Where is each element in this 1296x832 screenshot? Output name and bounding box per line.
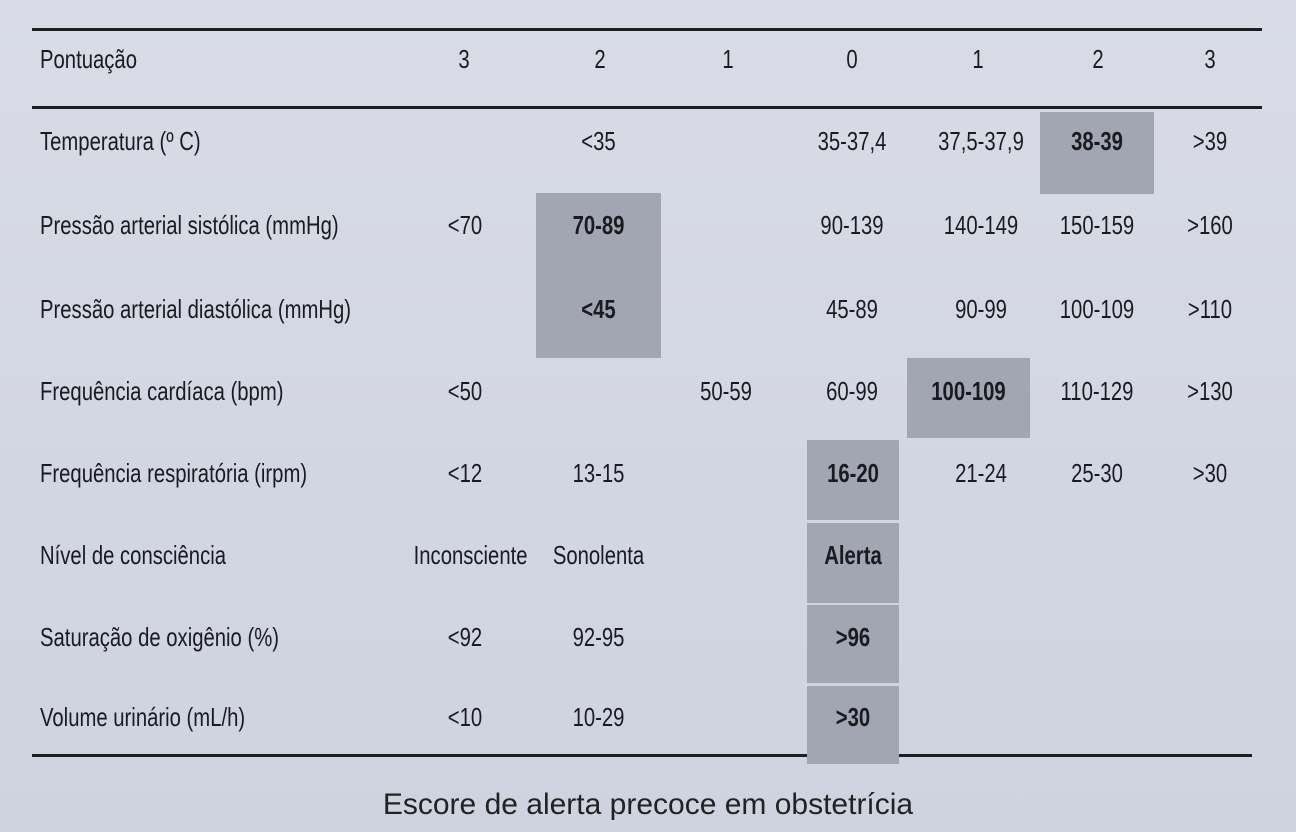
highlight-consciencia — [807, 523, 899, 603]
row-cell: 110-129 — [1060, 376, 1134, 406]
row-param: Temperatura (º C) — [40, 126, 201, 156]
row-cell: 25-30 — [1071, 458, 1123, 488]
row-cell: <12 — [447, 458, 483, 488]
score-header-3-left: 3 — [458, 44, 470, 74]
highlight-pressao-sistolica-diastolica — [536, 193, 661, 358]
row-cell: >30 — [835, 702, 871, 732]
row-cell: 50-59 — [700, 376, 752, 406]
bottom-rule — [32, 754, 1252, 757]
row-cell: 16-20 — [827, 458, 879, 488]
score-header-2-right: 2 — [1092, 44, 1104, 74]
highlight-frequencia-respiratoria — [807, 440, 899, 520]
row-param: Nível de consciência — [40, 540, 227, 570]
score-header-0: 0 — [846, 44, 858, 74]
row-cell: <70 — [447, 210, 483, 240]
score-header-1-left: 1 — [722, 44, 734, 74]
row-cell: 45-89 — [826, 294, 878, 324]
score-header-1-right: 1 — [972, 44, 984, 74]
row-param: Volume urinário (mL/h) — [40, 702, 246, 732]
row-cell: <92 — [447, 622, 483, 652]
row-cell: 37,5-37,9 — [938, 126, 1024, 156]
highlight-saturacao — [807, 605, 899, 683]
row-cell: >96 — [835, 622, 871, 652]
highlight-frequencia-cardiaca — [907, 358, 1030, 438]
row-cell: 100-109 — [931, 376, 1006, 406]
header-rule — [32, 106, 1262, 109]
row-cell: <45 — [581, 294, 616, 324]
row-cell: 90-139 — [820, 210, 884, 240]
table-caption: Escore de alerta precoce em obstetrícia — [382, 788, 914, 821]
row-cell: >39 — [1192, 126, 1228, 156]
row-cell: 100-109 — [1059, 294, 1135, 324]
row-cell: 140-149 — [943, 210, 1019, 240]
highlight-temperatura — [1040, 112, 1154, 194]
row-cell: <10 — [447, 702, 483, 732]
row-param: Frequência cardíaca (bpm) — [40, 376, 284, 406]
row-cell: >130 — [1187, 376, 1233, 406]
row-param: Pressão arterial sistólica (mmHg) — [40, 210, 339, 240]
row-cell: 10-29 — [572, 702, 625, 732]
row-param: Saturação de oxigênio (%) — [40, 622, 279, 652]
row-cell: 92-95 — [572, 622, 625, 652]
top-rule — [32, 28, 1262, 31]
row-cell: >160 — [1187, 210, 1233, 240]
row-cell: 70-89 — [572, 210, 625, 240]
row-cell: Alerta — [824, 540, 882, 570]
row-param: Pressão arterial diastólica (mmHg) — [40, 294, 352, 324]
row-cell: >110 — [1187, 294, 1233, 324]
highlight-volume-urinario — [807, 686, 899, 764]
row-cell: Inconsciente — [413, 540, 528, 570]
row-cell: 13-15 — [572, 458, 625, 488]
score-header-3-right: 3 — [1204, 44, 1216, 74]
row-cell: <50 — [447, 376, 483, 406]
header-label: Pontuação — [40, 44, 137, 74]
row-cell: >30 — [1192, 458, 1228, 488]
row-cell: 38-39 — [1071, 126, 1123, 156]
row-cell: Sonolenta — [552, 540, 645, 570]
row-cell: 90-99 — [955, 294, 1007, 324]
row-cell: <35 — [581, 126, 616, 156]
score-header-2-left: 2 — [594, 44, 606, 74]
row-cell: 35-37,4 — [817, 126, 887, 156]
row-param: Frequência respiratória (irpm) — [40, 458, 308, 488]
row-cell: 21-24 — [955, 458, 1007, 488]
row-cell: 150-159 — [1059, 210, 1135, 240]
row-cell: 60-99 — [826, 376, 878, 406]
